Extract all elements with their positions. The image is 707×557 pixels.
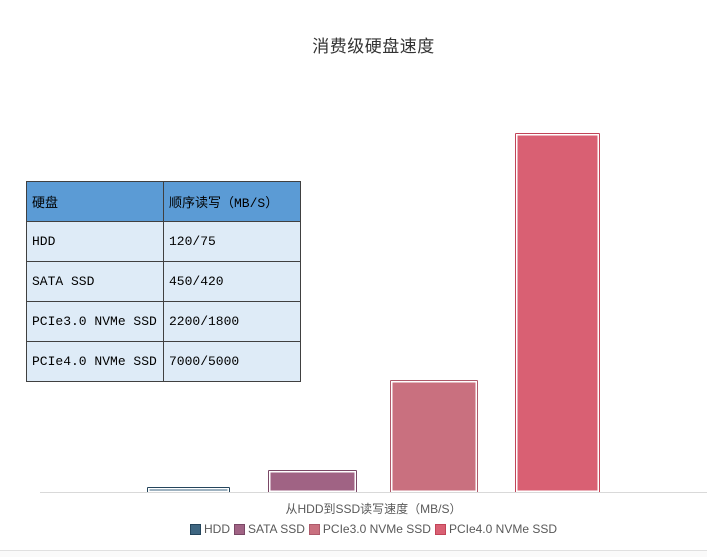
x-axis-title: 从HDD到SSD读写速度（MB/S） (285, 502, 462, 516)
legend-label: PCIe3.0 NVMe SSD (322, 522, 431, 536)
table-header-cell: 硬盘 (26, 181, 164, 222)
x-axis-line (40, 492, 707, 493)
table-cell: 2200/1800 (163, 301, 301, 342)
chart-title: 消费级硬盘速度 (312, 37, 435, 56)
legend-item-hdd: HDD (190, 522, 230, 536)
legend-label: SATA SSD (248, 522, 305, 536)
table-row: PCIe3.0 NVMe SSD 2200/1800 (26, 301, 301, 342)
bar-pcie3-nvme-ssd (390, 380, 478, 493)
legend-swatch-pcie3-nvme-ssd (308, 523, 320, 535)
legend-item-pcie4-nvme-ssd: PCIe4.0 NVMe SSD (434, 522, 557, 536)
legend-item-pcie3-nvme-ssd: PCIe3.0 NVMe SSD (308, 522, 431, 536)
bar-pcie4-nvme-ssd (515, 133, 600, 493)
table-cell: PCIe3.0 NVMe SSD (26, 301, 164, 342)
table-cell: 120/75 (163, 221, 301, 262)
legend: HDD SATA SSD PCIe3.0 NVMe SSD PCIe4.0 NV… (40, 522, 707, 536)
plot-area (147, 133, 600, 493)
legend-swatch-pcie4-nvme-ssd (434, 523, 446, 535)
bottom-scrollbar-strip (0, 550, 707, 557)
legend-label: HDD (204, 522, 230, 536)
table-cell: SATA SSD (26, 261, 164, 302)
table-row: SATA SSD 450/420 (26, 261, 301, 302)
legend-label: PCIe4.0 NVMe SSD (448, 522, 557, 536)
table-cell: 450/420 (163, 261, 301, 302)
legend-item-sata-ssd: SATA SSD (234, 522, 305, 536)
data-table: 硬盘 顺序读写（MB/S） HDD 120/75 SATA SSD 450/42… (26, 181, 301, 382)
legend-swatch-sata-ssd (234, 523, 245, 535)
table-cell: 7000/5000 (163, 341, 301, 382)
table-cell: HDD (26, 221, 164, 262)
table-cell: PCIe4.0 NVMe SSD (26, 341, 164, 382)
table-header-row: 硬盘 顺序读写（MB/S） (26, 181, 301, 222)
table-row: PCIe4.0 NVMe SSD 7000/5000 (26, 341, 301, 382)
legend-swatch-hdd (190, 523, 201, 535)
table-row: HDD 120/75 (26, 221, 301, 262)
bar-sata-ssd (268, 470, 357, 493)
table-header-cell: 顺序读写（MB/S） (163, 181, 301, 222)
